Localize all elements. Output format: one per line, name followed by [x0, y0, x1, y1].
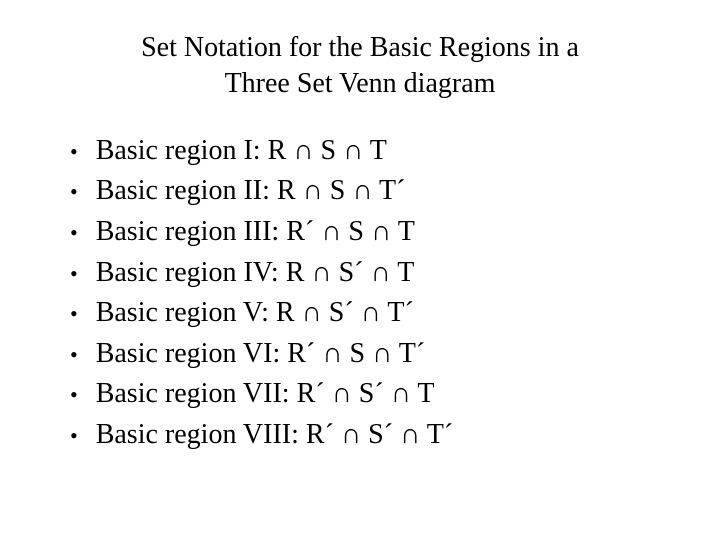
item-text: Basic region IV: R ∩ S´ ∩ T [96, 253, 670, 294]
bullet-icon: • [70, 136, 78, 168]
bullet-icon: • [70, 420, 78, 452]
list-item: • Basic region II: R ∩ S ∩ T´ [70, 171, 670, 212]
title-line-1: Set Notation for the Basic Regions in a [141, 32, 579, 63]
item-text: Basic region VII: R´ ∩ S´ ∩ T [96, 374, 670, 415]
item-text: Basic region III: R´ ∩ S ∩ T [96, 212, 670, 253]
title-line-2: Three Set Venn diagram [225, 68, 496, 99]
list-item: • Basic region III: R´ ∩ S ∩ T [70, 212, 670, 253]
list-item: • Basic region I: R ∩ S ∩ T [70, 131, 670, 172]
list-item: • Basic region V: R ∩ S´ ∩ T´ [70, 293, 670, 334]
item-text: Basic region VIII: R´ ∩ S´ ∩ T´ [96, 415, 670, 456]
bullet-icon: • [70, 176, 78, 208]
list-item: • Basic region VI: R´ ∩ S ∩ T´ [70, 334, 670, 375]
regions-list: • Basic region I: R ∩ S ∩ T • Basic regi… [50, 131, 670, 456]
bullet-icon: • [70, 217, 78, 249]
bullet-icon: • [70, 379, 78, 411]
list-item: • Basic region IV: R ∩ S´ ∩ T [70, 253, 670, 294]
bullet-icon: • [70, 258, 78, 290]
bullet-icon: • [70, 298, 78, 330]
list-item: • Basic region VIII: R´ ∩ S´ ∩ T´ [70, 415, 670, 456]
item-text: Basic region I: R ∩ S ∩ T [96, 131, 670, 172]
item-text: Basic region VI: R´ ∩ S ∩ T´ [96, 334, 670, 375]
slide-title: Set Notation for the Basic Regions in a … [50, 30, 670, 103]
bullet-icon: • [70, 339, 78, 371]
item-text: Basic region II: R ∩ S ∩ T´ [96, 171, 670, 212]
item-text: Basic region V: R ∩ S´ ∩ T´ [96, 293, 670, 334]
list-item: • Basic region VII: R´ ∩ S´ ∩ T [70, 374, 670, 415]
